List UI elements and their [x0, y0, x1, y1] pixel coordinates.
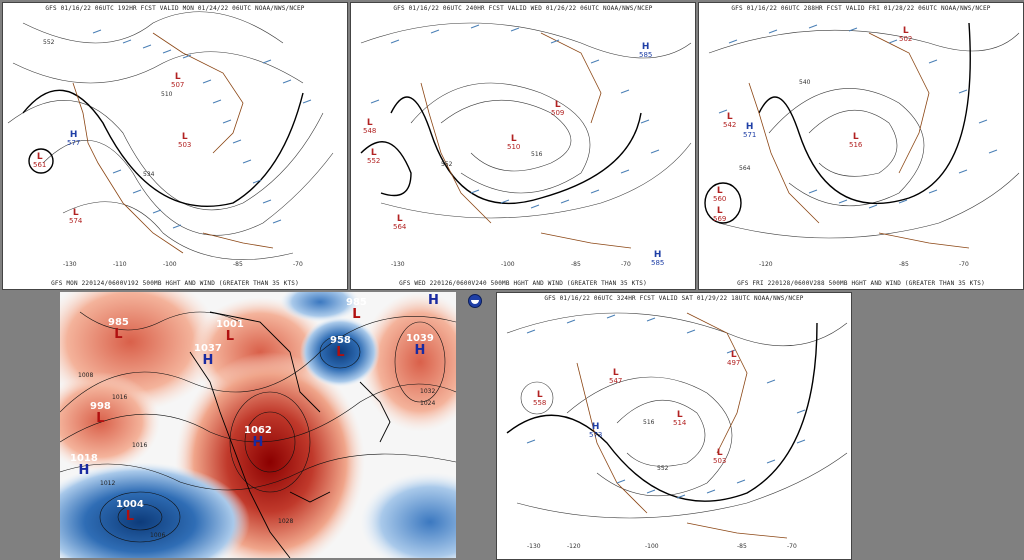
low-pressure-center: L 503 [178, 132, 192, 149]
low-pressure-center: L 564 [393, 214, 407, 231]
isobar-label: 1016 [112, 394, 128, 401]
longitude-label: -130 [63, 261, 77, 268]
low-pressure-center: L 514 [673, 410, 687, 427]
low-pressure-center: 985 L [346, 297, 367, 322]
high-pressure-center: H 571 [743, 122, 757, 139]
panel-header: GFS 01/16/22 06UTC 288HR FCST VALID FRI … [731, 5, 991, 12]
longitude-label: -85 [737, 543, 747, 550]
pressure-anomaly-map [60, 292, 456, 558]
forecast-panel-288hr: GFS 01/16/22 06UTC 288HR FCST VALID FRI … [698, 2, 1024, 290]
longitude-label: -70 [787, 543, 797, 550]
high-pressure-center: 1018 H [70, 453, 98, 478]
low-pressure-center: L 547 [609, 368, 623, 385]
contour-label: 510 [161, 91, 173, 98]
contour-label: 534 [143, 171, 155, 178]
high-pressure-center: H 573 [589, 422, 603, 439]
map-240hr [360, 22, 692, 249]
low-pressure-center: L 552 [367, 148, 381, 165]
low-pressure-center: L 509 [551, 100, 565, 117]
isobar-label: 1008 [78, 372, 94, 379]
longitude-label: -120 [759, 261, 773, 268]
isobar-label: 1032 [420, 388, 436, 395]
forecast-panel-324hr: GFS 01/16/22 06UTC 324HR FCST VALID SAT … [496, 292, 852, 560]
longitude-label: -100 [645, 543, 659, 550]
low-pressure-center: 998 L [90, 401, 111, 426]
low-pressure-center: 1004 L [116, 499, 144, 524]
contour-label: 516 [643, 419, 655, 426]
low-pressure-center: L 502 [899, 26, 913, 43]
low-pressure-center: L 560 [713, 186, 727, 203]
low-pressure-center: L 542 [723, 112, 737, 129]
high-pressure-center: H 585 [639, 42, 653, 59]
longitude-label: -100 [501, 261, 515, 268]
longitude-label: -110 [113, 261, 127, 268]
longitude-label: -70 [293, 261, 303, 268]
longitude-label: -85 [571, 261, 581, 268]
map-288hr [704, 22, 1020, 249]
low-pressure-center: L 574 [69, 208, 83, 225]
panel-footer: GFS WED 220126/0600V240 500MB HGHT AND W… [399, 280, 647, 287]
panel-footer: GFS FRI 220128/0600V288 500MB HGHT AND W… [737, 280, 985, 287]
panel-header: GFS 01/16/22 06UTC 324HR FCST VALID SAT … [544, 295, 804, 302]
longitude-label: -70 [621, 261, 631, 268]
map-324hr [506, 312, 848, 539]
longitude-label: -130 [527, 543, 541, 550]
high-pressure-center: 1037 H [194, 343, 222, 368]
low-pressure-center: L 548 [363, 118, 377, 135]
isobar-label: 1024 [420, 400, 436, 407]
forecast-panel-240hr: GFS 01/16/22 06UTC 240HR FCST VALID WED … [350, 2, 696, 290]
low-pressure-center: L 561 [33, 152, 47, 169]
low-pressure-center: 958 L [330, 335, 351, 360]
isobar-label: 1012 [100, 480, 116, 487]
contour-label: 540 [799, 79, 811, 86]
contour-label: 516 [531, 151, 543, 158]
high-pressure-center: 1062 H [244, 425, 272, 450]
longitude-label: -130 [391, 261, 405, 268]
high-pressure-center: H 577 [67, 130, 81, 147]
isobar-label: 1016 [132, 442, 148, 449]
low-pressure-center: L 497 [727, 350, 741, 367]
low-pressure-center: L 558 [533, 390, 547, 407]
high-pressure-center: 1039 H [406, 333, 434, 358]
longitude-label: -85 [233, 261, 243, 268]
isobar-label: 1006 [150, 532, 166, 539]
longitude-label: -100 [163, 261, 177, 268]
noaa-logo-icon [468, 294, 482, 308]
low-pressure-center: 1001 L [216, 319, 244, 344]
low-pressure-center: L 507 [171, 72, 185, 89]
isobar-label: 1028 [278, 518, 294, 525]
panel-footer: GFS MON 220124/0600V192 500MB HGHT AND W… [51, 280, 299, 287]
longitude-label: -120 [567, 543, 581, 550]
map-192hr [7, 11, 334, 260]
forecast-panel-192hr: GFS 01/16/22 06UTC 192HR FCST VALID MON … [2, 2, 348, 290]
surface-pressure-map: 985 L 1001 L 985 L 958 L 998 L 1004 L 1039 H 10… [60, 292, 456, 558]
panel-header: GFS 01/16/22 06UTC 192HR FCST VALID MON … [45, 5, 305, 12]
contour-label: 564 [739, 165, 751, 172]
contour-label: 552 [441, 161, 453, 168]
high-pressure-center: H [428, 293, 439, 308]
low-pressure-center: L 569 [713, 206, 727, 223]
low-pressure-center: L 516 [849, 132, 863, 149]
contour-label: 552 [43, 39, 55, 46]
longitude-label: -70 [959, 261, 969, 268]
low-pressure-center: L 503 [713, 448, 727, 465]
low-pressure-center: L 510 [507, 134, 521, 151]
contour-label: 552 [657, 465, 669, 472]
high-pressure-center: H 585 [651, 250, 665, 267]
panel-header: GFS 01/16/22 06UTC 240HR FCST VALID WED … [393, 5, 653, 12]
longitude-label: -85 [899, 261, 909, 268]
low-pressure-center: 985 L [108, 317, 129, 342]
